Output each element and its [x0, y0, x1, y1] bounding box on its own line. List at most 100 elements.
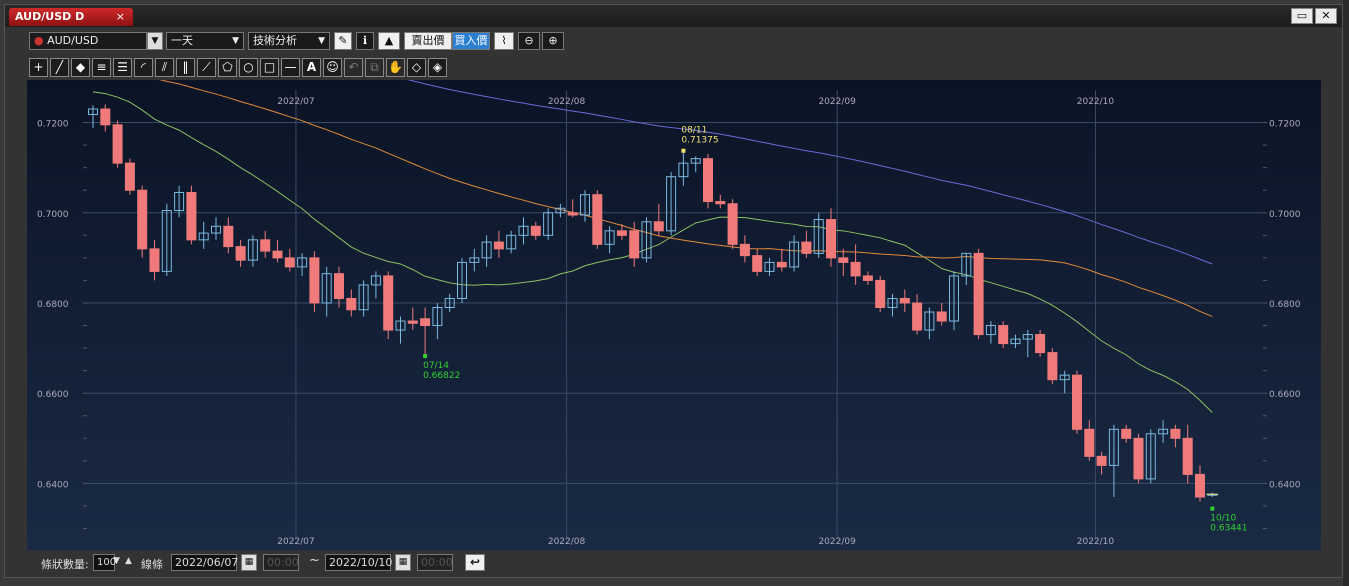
- candle-body: [580, 194, 590, 216]
- y-tick-label-right: 0.6600: [1269, 390, 1301, 400]
- crosshair-icon[interactable]: +: [29, 58, 48, 77]
- bar-count-input[interactable]: 100: [93, 554, 116, 571]
- text-icon[interactable]: A: [302, 58, 321, 77]
- y-tick-label-left: 0.7200: [37, 120, 69, 130]
- candle-body: [198, 232, 209, 241]
- candle-body: [1158, 428, 1169, 435]
- sell-price-button[interactable]: 賣出價: [404, 32, 452, 50]
- candle-body: [260, 239, 271, 252]
- candle-body: [629, 230, 640, 259]
- candle-body: [432, 307, 443, 327]
- candle-body: [678, 162, 689, 178]
- bar-count-down-icon[interactable]: ▼: [113, 556, 120, 566]
- period-select[interactable]: 一天 ▼: [166, 32, 244, 50]
- tab-title: AUD/USD D: [15, 10, 85, 23]
- candle-body: [469, 257, 480, 263]
- candle-body: [715, 200, 726, 205]
- candle-body: [518, 225, 529, 236]
- eraser-all-icon[interactable]: ◈: [428, 58, 447, 77]
- calendar-icon-end[interactable]: ▦: [395, 554, 411, 571]
- candle-body: [100, 108, 111, 126]
- line-icon[interactable]: —: [281, 58, 300, 77]
- channel-icon[interactable]: ⫽: [155, 58, 174, 77]
- ruler-icon[interactable]: ◆: [71, 58, 90, 77]
- zoom-out-icon[interactable]: ⊖: [518, 32, 540, 50]
- period-dropdown-icon: ▼: [232, 36, 239, 46]
- restore-icon[interactable]: ▭: [1291, 8, 1313, 24]
- chart-tab[interactable]: AUD/USD D ×: [9, 8, 133, 26]
- horizontal-lines-icon[interactable]: ≡: [92, 58, 111, 77]
- pen-icon[interactable]: ✎: [334, 32, 352, 50]
- start-time-input: 00:00: [263, 554, 299, 571]
- status-bar: 條狀數量: 100 ▼ ▲ 線條 2022/06/07 ▦ 00:00 ~ 20…: [5, 552, 1342, 574]
- range-tilde: ~: [309, 553, 320, 568]
- calendar-icon[interactable]: ▦: [241, 554, 257, 571]
- stamp-icon[interactable]: ☺: [323, 58, 342, 77]
- candle-body: [543, 212, 554, 236]
- start-date-input[interactable]: 2022/06/07: [171, 554, 238, 571]
- vertical-lines-icon[interactable]: ‖: [176, 58, 195, 77]
- hand-icon[interactable]: ✋: [386, 58, 405, 77]
- candle-body: [789, 241, 800, 268]
- analysis-select[interactable]: 技術分析 ▼: [248, 32, 330, 50]
- candle-body: [604, 230, 615, 245]
- low-marker-dot: [423, 354, 428, 359]
- candle-body: [739, 243, 750, 257]
- polygon-icon[interactable]: ⬠: [218, 58, 237, 77]
- candle-body: [383, 275, 394, 331]
- low-marker-date: 07/14: [423, 361, 449, 371]
- undo-icon[interactable]: ↶: [344, 58, 363, 77]
- circle-icon[interactable]: ○: [239, 58, 258, 77]
- candle-body: [949, 275, 959, 322]
- candle-body: [936, 311, 947, 322]
- x-tick-label-top: 2022/08: [548, 97, 586, 107]
- trendline-icon[interactable]: ╱: [50, 58, 69, 77]
- candle-body: [1072, 374, 1082, 430]
- info-icon[interactable]: ℹ: [356, 32, 374, 50]
- copy-icon[interactable]: ⧉: [365, 58, 384, 77]
- bar-count-up-icon[interactable]: ▲: [125, 556, 132, 566]
- eraser-icon[interactable]: ◇: [407, 58, 426, 77]
- y-tick-label-left: 0.7000: [37, 210, 69, 220]
- candle-body: [346, 297, 357, 311]
- candle-body: [420, 318, 431, 327]
- area-chart-icon[interactable]: ▲: [378, 32, 400, 50]
- fibonacci-icon[interactable]: ☰: [113, 58, 132, 77]
- candle-body: [481, 241, 492, 259]
- chart-type-icon[interactable]: ⌇: [494, 32, 514, 50]
- candle-body: [1108, 428, 1119, 466]
- candle-body: [826, 219, 836, 259]
- candle-body: [161, 210, 172, 272]
- pitchfork-icon[interactable]: ⟋: [197, 58, 216, 77]
- candle-body: [1084, 428, 1095, 457]
- candle-body: [1022, 334, 1033, 340]
- price-chart[interactable]: 0.7200 0.7200 0.7000 0.7000 0.6800 0.6800 0.66…: [27, 80, 1321, 550]
- y-tick-label-left: 0.6600: [37, 390, 69, 400]
- candle-body: [1035, 334, 1046, 354]
- candle-body: [186, 191, 197, 241]
- symbol-select[interactable]: ● AUD/USD: [29, 32, 147, 50]
- candle-body: [727, 203, 738, 245]
- y-tick-label-right: 0.6400: [1269, 480, 1301, 490]
- candle-body: [211, 225, 221, 234]
- buy-price-button[interactable]: 買入價: [452, 32, 490, 50]
- candle-body: [247, 239, 258, 261]
- candle-body: [924, 311, 935, 331]
- rectangle-icon[interactable]: □: [260, 58, 279, 77]
- candle-body: [493, 241, 504, 250]
- zoom-in-icon[interactable]: ⊕: [542, 32, 564, 50]
- candle-body: [149, 248, 160, 272]
- high-marker-value: 0.71375: [681, 136, 718, 146]
- return-icon[interactable]: ↩: [465, 554, 485, 571]
- candle-body: [752, 255, 763, 272]
- candle-body: [875, 279, 886, 309]
- tab-close-icon[interactable]: ×: [115, 10, 125, 23]
- symbol-dropdown-icon[interactable]: ▼: [147, 32, 163, 50]
- candle-body: [137, 189, 148, 250]
- end-date-input[interactable]: 2022/10/10: [325, 554, 392, 571]
- fan-icon[interactable]: ◜: [134, 58, 153, 77]
- candle-body: [223, 225, 234, 248]
- candle-body: [407, 320, 418, 324]
- close-icon[interactable]: ✕: [1315, 8, 1337, 24]
- candle-body: [850, 261, 861, 277]
